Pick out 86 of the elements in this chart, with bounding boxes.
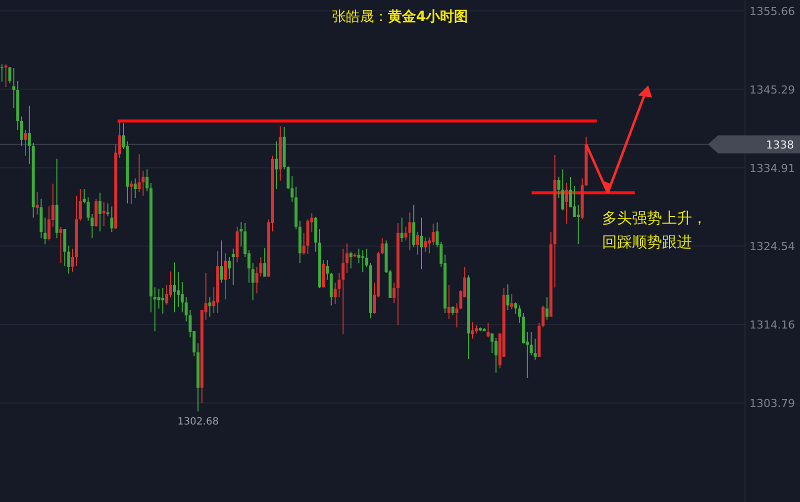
candlestick [514, 302, 518, 314]
candlestick [165, 284, 168, 306]
candlestick [432, 223, 435, 246]
candlestick [416, 232, 420, 256]
annotation: 1302.68 [177, 416, 219, 428]
candlestick [71, 248, 74, 273]
candlestick [4, 64, 8, 88]
candlestick [44, 217, 47, 245]
candlestick [302, 232, 306, 256]
candlestick [130, 180, 133, 205]
candlestick [400, 217, 404, 242]
candlestick [380, 238, 384, 255]
y-tick-label: 1345.29 [750, 83, 795, 96]
candlestick [447, 284, 450, 320]
candlestick [134, 178, 137, 199]
candlestick [542, 304, 545, 328]
candlestick [322, 260, 325, 288]
candlestick [98, 192, 102, 232]
candlestick [28, 105, 31, 165]
candlestick [506, 284, 510, 310]
candlestick [412, 204, 416, 248]
candlestick [90, 213, 94, 239]
y-tick-label: 1324.54 [750, 240, 795, 254]
candlestick [255, 266, 258, 294]
candlestick [392, 282, 396, 304]
candlestick [290, 176, 294, 202]
candlestick [572, 185, 576, 218]
candlestick [232, 248, 235, 286]
candlestick [530, 331, 533, 356]
candlestick [545, 296, 548, 320]
candlestick [420, 217, 424, 270]
candlestick [63, 228, 66, 267]
candlestick [451, 306, 454, 316]
candlestick [20, 116, 24, 146]
candlestick [486, 322, 490, 338]
candlestick [326, 260, 329, 280]
candlestick [470, 322, 474, 340]
candlestick [146, 168, 149, 192]
candlestick [36, 192, 39, 216]
ref-line-label: 1338 [766, 138, 794, 152]
candlestick [138, 154, 141, 193]
candlestick [408, 212, 412, 251]
text: 张皓晟：黄金4小时图 [332, 9, 468, 25]
candlestick [110, 206, 114, 233]
candlestick [24, 130, 27, 156]
candlestick [361, 250, 364, 273]
candlestick [106, 202, 110, 217]
candlestick [153, 286, 156, 332]
candlestick [78, 188, 82, 222]
candlestick [576, 204, 580, 245]
candlestick [67, 245, 70, 274]
candlestick [224, 252, 227, 300]
candlestick [274, 140, 278, 190]
candlestick [365, 248, 368, 268]
candlestick [518, 304, 522, 324]
candlestick [494, 337, 498, 374]
candlestick [59, 226, 62, 264]
annotation: 回踩顺势跟进 [602, 233, 692, 251]
y-tick-label: 1334.91 [750, 162, 795, 175]
candlestick [172, 262, 176, 313]
candlestick [263, 247, 266, 278]
candlestick [48, 206, 51, 241]
candlestick [180, 281, 184, 313]
candlestick [424, 236, 427, 252]
candlestick [12, 68, 16, 109]
y-tick-label: 1314.16 [750, 318, 795, 332]
candlestick [510, 294, 514, 310]
candlestick [346, 242, 349, 274]
annotation: 多头强势上升， [602, 209, 707, 227]
candlestick [565, 182, 568, 224]
candlestick [142, 170, 145, 196]
candlestick [404, 226, 408, 241]
candlestick [176, 272, 180, 308]
y-tick-label: 1303.79 [750, 397, 795, 410]
y-tick-label: 1355.66 [750, 4, 795, 18]
candlestick [220, 240, 224, 284]
candlestick [330, 272, 333, 306]
candlestick [349, 251, 352, 269]
candlestick [208, 296, 212, 318]
candlestick [342, 248, 345, 335]
candlestick [490, 332, 494, 354]
candlestick [561, 168, 564, 211]
candlestick [228, 256, 231, 280]
candlestick [240, 222, 243, 247]
candlestick [251, 262, 254, 301]
candlestick [259, 256, 262, 278]
